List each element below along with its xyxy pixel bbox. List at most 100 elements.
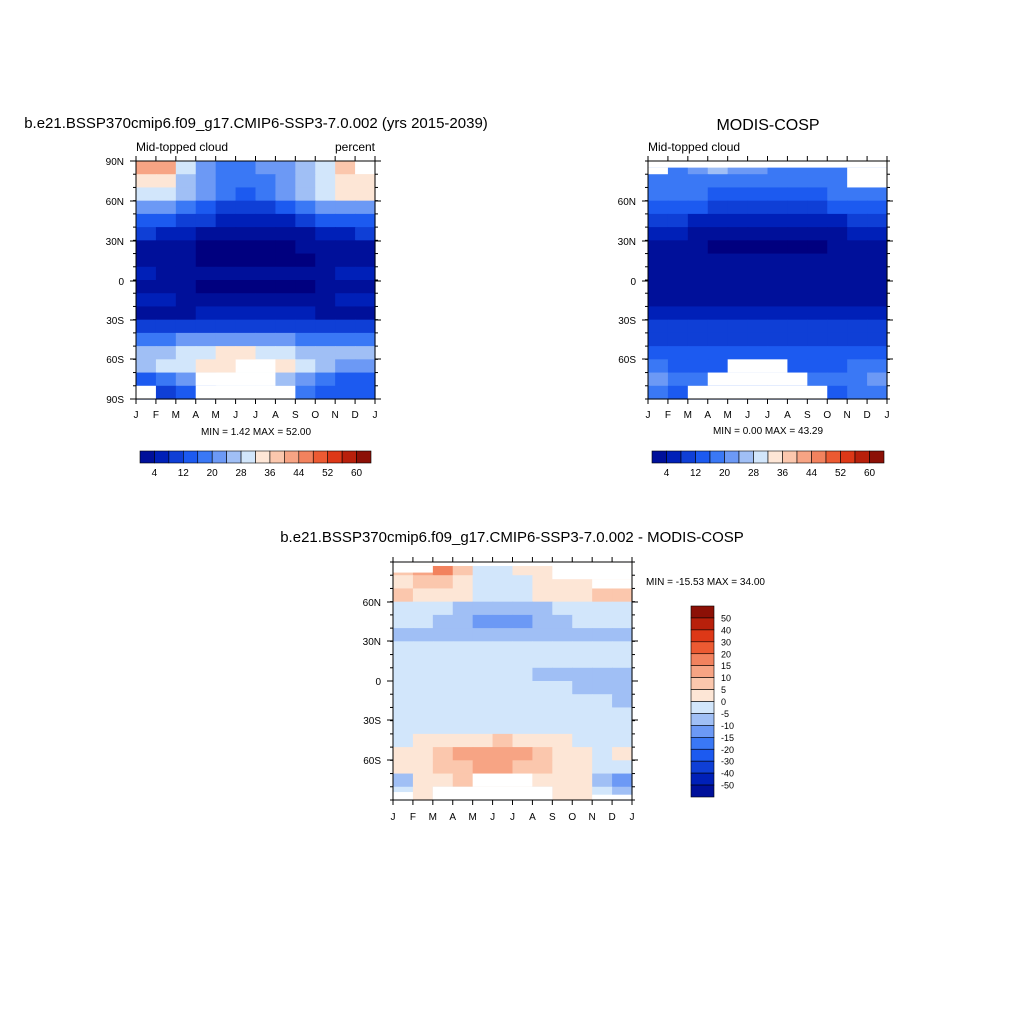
- heatmap-cell: [847, 293, 868, 308]
- heatmap-cell: [827, 213, 848, 228]
- heatmap-cell: [827, 319, 848, 334]
- heatmap-cell: [787, 266, 808, 281]
- x-tick-label: J: [391, 812, 396, 823]
- heatmap-cell: [572, 588, 593, 603]
- x-tick-label: J: [233, 410, 238, 421]
- heatmap-cell: [215, 240, 237, 255]
- heatmap-cell: [215, 161, 237, 175]
- heatmap-cell: [335, 306, 356, 321]
- x-tick-label: M: [429, 812, 437, 823]
- heatmap-cell: [393, 681, 414, 695]
- heatmap-cell: [295, 280, 316, 294]
- colorbar-label: 40: [721, 625, 731, 635]
- heatmap-cell: [472, 694, 494, 709]
- heatmap-cell: [727, 346, 749, 360]
- heatmap-cell: [315, 200, 336, 215]
- heatmap-cell: [452, 588, 474, 603]
- heatmap-cell: [195, 213, 217, 228]
- heatmap-cell: [472, 681, 494, 695]
- heatmap-cell: [275, 319, 296, 334]
- heatmap-cell: [255, 161, 277, 175]
- heatmap-cell: [552, 733, 573, 748]
- heatmap-cell: [315, 293, 336, 308]
- heatmap-cell: [648, 280, 669, 294]
- missing-data-region: [393, 562, 652, 566]
- heatmap-cell: [355, 240, 376, 255]
- heatmap-cell: [432, 614, 454, 629]
- heatmap-cell: [452, 747, 474, 761]
- heatmap-cell: [412, 786, 434, 801]
- heatmap-cell: [335, 346, 356, 360]
- heatmap-cell: [827, 346, 848, 360]
- colorbar-label: 60: [864, 468, 876, 479]
- heatmap-cell: [235, 200, 257, 215]
- heatmap-cell: [155, 161, 177, 175]
- x-tick-label: D: [351, 410, 358, 421]
- heatmap-cell: [512, 601, 534, 616]
- heatmap-cell: [255, 306, 277, 321]
- heatmap-cell: [827, 174, 848, 189]
- colorbar-label: -40: [721, 769, 734, 779]
- y-tick-label: 0: [118, 277, 124, 288]
- colorbar-box: [226, 450, 242, 464]
- x-tick-label: N: [332, 410, 339, 421]
- heatmap-cell: [767, 332, 789, 347]
- panel-model-units: percent: [335, 140, 376, 154]
- heatmap-cell: [867, 253, 888, 268]
- heatmap-cell: [275, 174, 296, 189]
- heatmap-cell: [827, 227, 848, 241]
- heatmap-cell: [592, 654, 613, 669]
- colorbar-box: [690, 713, 715, 726]
- heatmap-cell: [155, 332, 177, 347]
- heatmap-cell: [235, 346, 257, 360]
- heatmap-cell: [275, 187, 296, 202]
- heatmap-cell: [727, 319, 749, 334]
- x-tick-label: A: [192, 410, 199, 421]
- x-tick-label: J: [134, 410, 139, 421]
- heatmap-cell: [255, 174, 277, 189]
- heatmap-cell: [335, 385, 356, 400]
- heatmap-cell: [295, 319, 316, 334]
- panel-model-title: b.e21.BSSP370cmip6.f09_g17.CMIP6-SSP3-7.…: [24, 115, 488, 132]
- heatmap-cell: [136, 200, 157, 215]
- colorbar-box: [666, 450, 682, 464]
- heatmap-cell: [867, 306, 888, 321]
- heatmap-cell: [255, 332, 277, 347]
- heatmap-cell: [452, 654, 474, 669]
- y-tick-label: 0: [375, 677, 381, 688]
- heatmap-cell: [452, 601, 474, 616]
- missing-data-region: [687, 385, 828, 399]
- heatmap-cell: [215, 280, 237, 294]
- heatmap-cell: [452, 733, 474, 748]
- heatmap-cell: [648, 346, 669, 360]
- heatmap-cell: [552, 681, 573, 695]
- colorbar-label: 4: [664, 468, 670, 479]
- heatmap-cell: [648, 174, 669, 189]
- heatmap-cell: [572, 760, 593, 775]
- heatmap-cell: [355, 280, 376, 294]
- heatmap-cell: [492, 601, 514, 616]
- heatmap-cell: [787, 319, 808, 334]
- heatmap-cell: [335, 266, 356, 281]
- heatmap-cell: [393, 575, 414, 590]
- heatmap-cell: [592, 667, 613, 682]
- heatmap-cell: [195, 306, 217, 321]
- heatmap-cell: [492, 747, 514, 761]
- heatmap-cell: [572, 654, 593, 669]
- heatmap-cell: [667, 187, 689, 202]
- colorbar-box: [690, 701, 715, 714]
- heatmap-cell: [867, 240, 888, 255]
- heatmap-cell: [612, 760, 633, 775]
- heatmap-cell: [867, 385, 888, 400]
- heatmap-cell: [767, 174, 789, 189]
- heatmap-cell: [807, 174, 828, 189]
- heatmap-cell: [295, 200, 316, 215]
- heatmap-cell: [687, 200, 709, 215]
- heatmap-cell: [472, 747, 494, 761]
- panel-obs-colorbar: 4 12 20 28 36 44 52 60: [651, 450, 885, 479]
- heatmap-cell: [747, 280, 769, 294]
- heatmap-cell: [432, 641, 454, 656]
- heatmap-cell: [552, 747, 573, 761]
- heatmap-cell: [807, 213, 828, 228]
- heatmap-cell: [315, 187, 336, 202]
